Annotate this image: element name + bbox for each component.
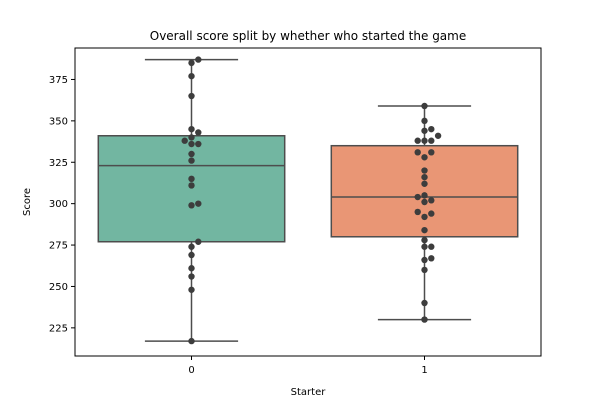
x-tick-label: 1 [421, 365, 427, 376]
data-point [188, 175, 195, 183]
y-axis-label: Score [22, 188, 33, 216]
data-point [428, 255, 435, 262]
data-point [421, 167, 428, 174]
data-point [421, 127, 428, 134]
data-point [188, 273, 195, 280]
y-tick-label: 375 [49, 75, 68, 86]
data-point [434, 132, 442, 139]
box-group-0 [97, 58, 286, 342]
data-point [188, 202, 195, 209]
data-point [428, 149, 435, 156]
plot-area [97, 56, 519, 345]
data-point [188, 182, 195, 189]
data-point [195, 200, 202, 207]
data-point [421, 213, 428, 221]
data-point [421, 117, 428, 125]
axes-frame [74, 47, 542, 357]
y-tick-label: 275 [49, 241, 68, 252]
data-point [188, 157, 195, 164]
data-point [188, 140, 195, 148]
data-point [421, 180, 428, 187]
data-point [181, 137, 188, 144]
y-tick-label: 350 [49, 116, 68, 127]
data-point [421, 256, 428, 264]
data-point [414, 149, 421, 156]
data-point [188, 72, 195, 80]
data-point [428, 197, 435, 204]
data-point [188, 251, 195, 259]
data-point [421, 299, 428, 307]
data-point [188, 150, 195, 158]
data-point [421, 236, 428, 244]
data-point [421, 137, 428, 144]
data-point [414, 137, 421, 144]
data-point [421, 102, 428, 110]
data-point [421, 316, 428, 323]
data-point [188, 337, 195, 345]
data-point [414, 193, 421, 201]
data-point [195, 129, 202, 136]
data-point [421, 226, 428, 234]
data-point [195, 56, 202, 63]
data-point [421, 192, 428, 199]
data-point [188, 265, 195, 272]
data-point [188, 286, 195, 293]
data-point [421, 243, 428, 250]
data-point [428, 210, 435, 217]
chart-title: Overall score split by whether who start… [150, 29, 466, 43]
swarm-points-0 [181, 56, 202, 345]
data-point [195, 238, 202, 245]
x-tick-label: 0 [188, 365, 194, 376]
data-point [188, 243, 195, 250]
swarm-points-1 [414, 102, 442, 323]
y-axis: 225 250 275 300 325 350 375 [49, 75, 75, 334]
data-point [414, 208, 421, 216]
y-tick-label: 250 [49, 282, 68, 293]
data-point [428, 137, 435, 144]
data-point [421, 173, 428, 181]
iqr-box [330, 144, 519, 238]
data-point [421, 154, 428, 161]
data-point [188, 134, 195, 141]
data-point [188, 59, 195, 67]
x-axis-label: Starter [291, 387, 327, 398]
data-point [428, 125, 435, 133]
data-point [188, 92, 195, 100]
data-point [188, 125, 195, 133]
data-point [195, 140, 202, 148]
y-tick-label: 300 [49, 199, 68, 210]
data-point [421, 266, 428, 274]
data-point [428, 243, 435, 250]
data-point [421, 198, 428, 206]
y-tick-label: 225 [49, 323, 68, 334]
y-tick-label: 325 [49, 158, 68, 169]
